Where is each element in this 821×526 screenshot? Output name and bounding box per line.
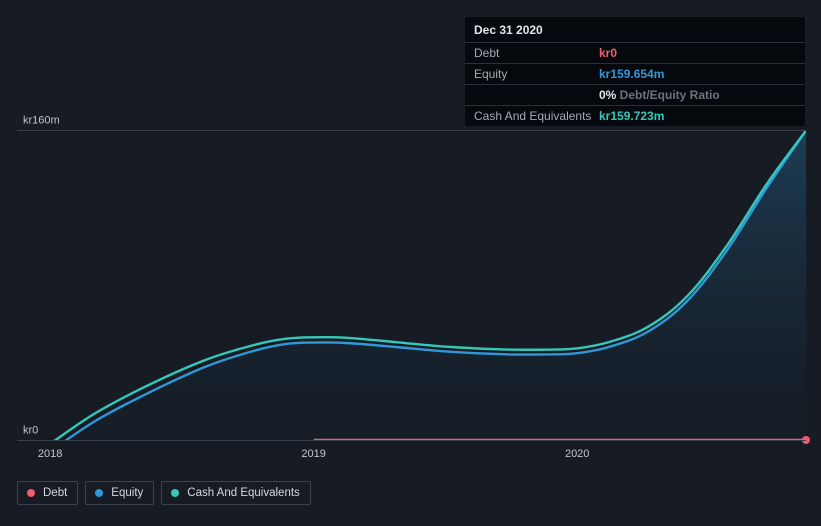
y-axis-label: kr160m <box>17 114 60 126</box>
tooltip-ratio: 0% Debt/Equity Ratio <box>599 88 720 102</box>
tooltip-value: kr159.723m <box>599 109 664 123</box>
x-axis-label: 2018 <box>38 448 62 460</box>
legend: Debt Equity Cash And Equivalents <box>17 481 311 505</box>
x-axis: 2018 2019 2020 <box>17 440 806 470</box>
legend-dot-icon <box>95 489 103 497</box>
legend-dot-icon <box>171 489 179 497</box>
x-axis-line <box>17 440 806 441</box>
tooltip: Dec 31 2020 Debt kr0 Equity kr159.654m 0… <box>465 17 805 126</box>
y-axis-label: kr0 <box>17 424 38 436</box>
tooltip-value: kr159.654m <box>599 67 664 81</box>
tooltip-label <box>474 88 599 102</box>
tooltip-row-equity: Equity kr159.654m <box>465 63 805 84</box>
tooltip-label: Cash And Equivalents <box>474 109 599 123</box>
tooltip-date: Dec 31 2020 <box>465 17 805 42</box>
legend-item[interactable]: Equity <box>85 481 154 505</box>
tooltip-label: Debt <box>474 46 599 60</box>
tooltip-row-cash: Cash And Equivalents kr159.723m <box>465 105 805 126</box>
chart-svg <box>17 130 806 440</box>
chart[interactable]: kr0kr160m <box>17 130 806 440</box>
tooltip-row-debt: Debt kr0 <box>465 42 805 63</box>
legend-item[interactable]: Cash And Equivalents <box>161 481 311 505</box>
x-axis-label: 2020 <box>565 448 589 460</box>
tooltip-row-ratio: 0% Debt/Equity Ratio <box>465 84 805 105</box>
legend-label: Equity <box>111 487 143 499</box>
legend-label: Cash And Equivalents <box>187 487 300 499</box>
tooltip-value: kr0 <box>599 46 617 60</box>
legend-dot-icon <box>27 489 35 497</box>
tooltip-label: Equity <box>474 67 599 81</box>
legend-label: Debt <box>43 487 67 499</box>
x-axis-label: 2019 <box>301 448 325 460</box>
legend-item[interactable]: Debt <box>17 481 78 505</box>
gridline <box>17 130 806 131</box>
